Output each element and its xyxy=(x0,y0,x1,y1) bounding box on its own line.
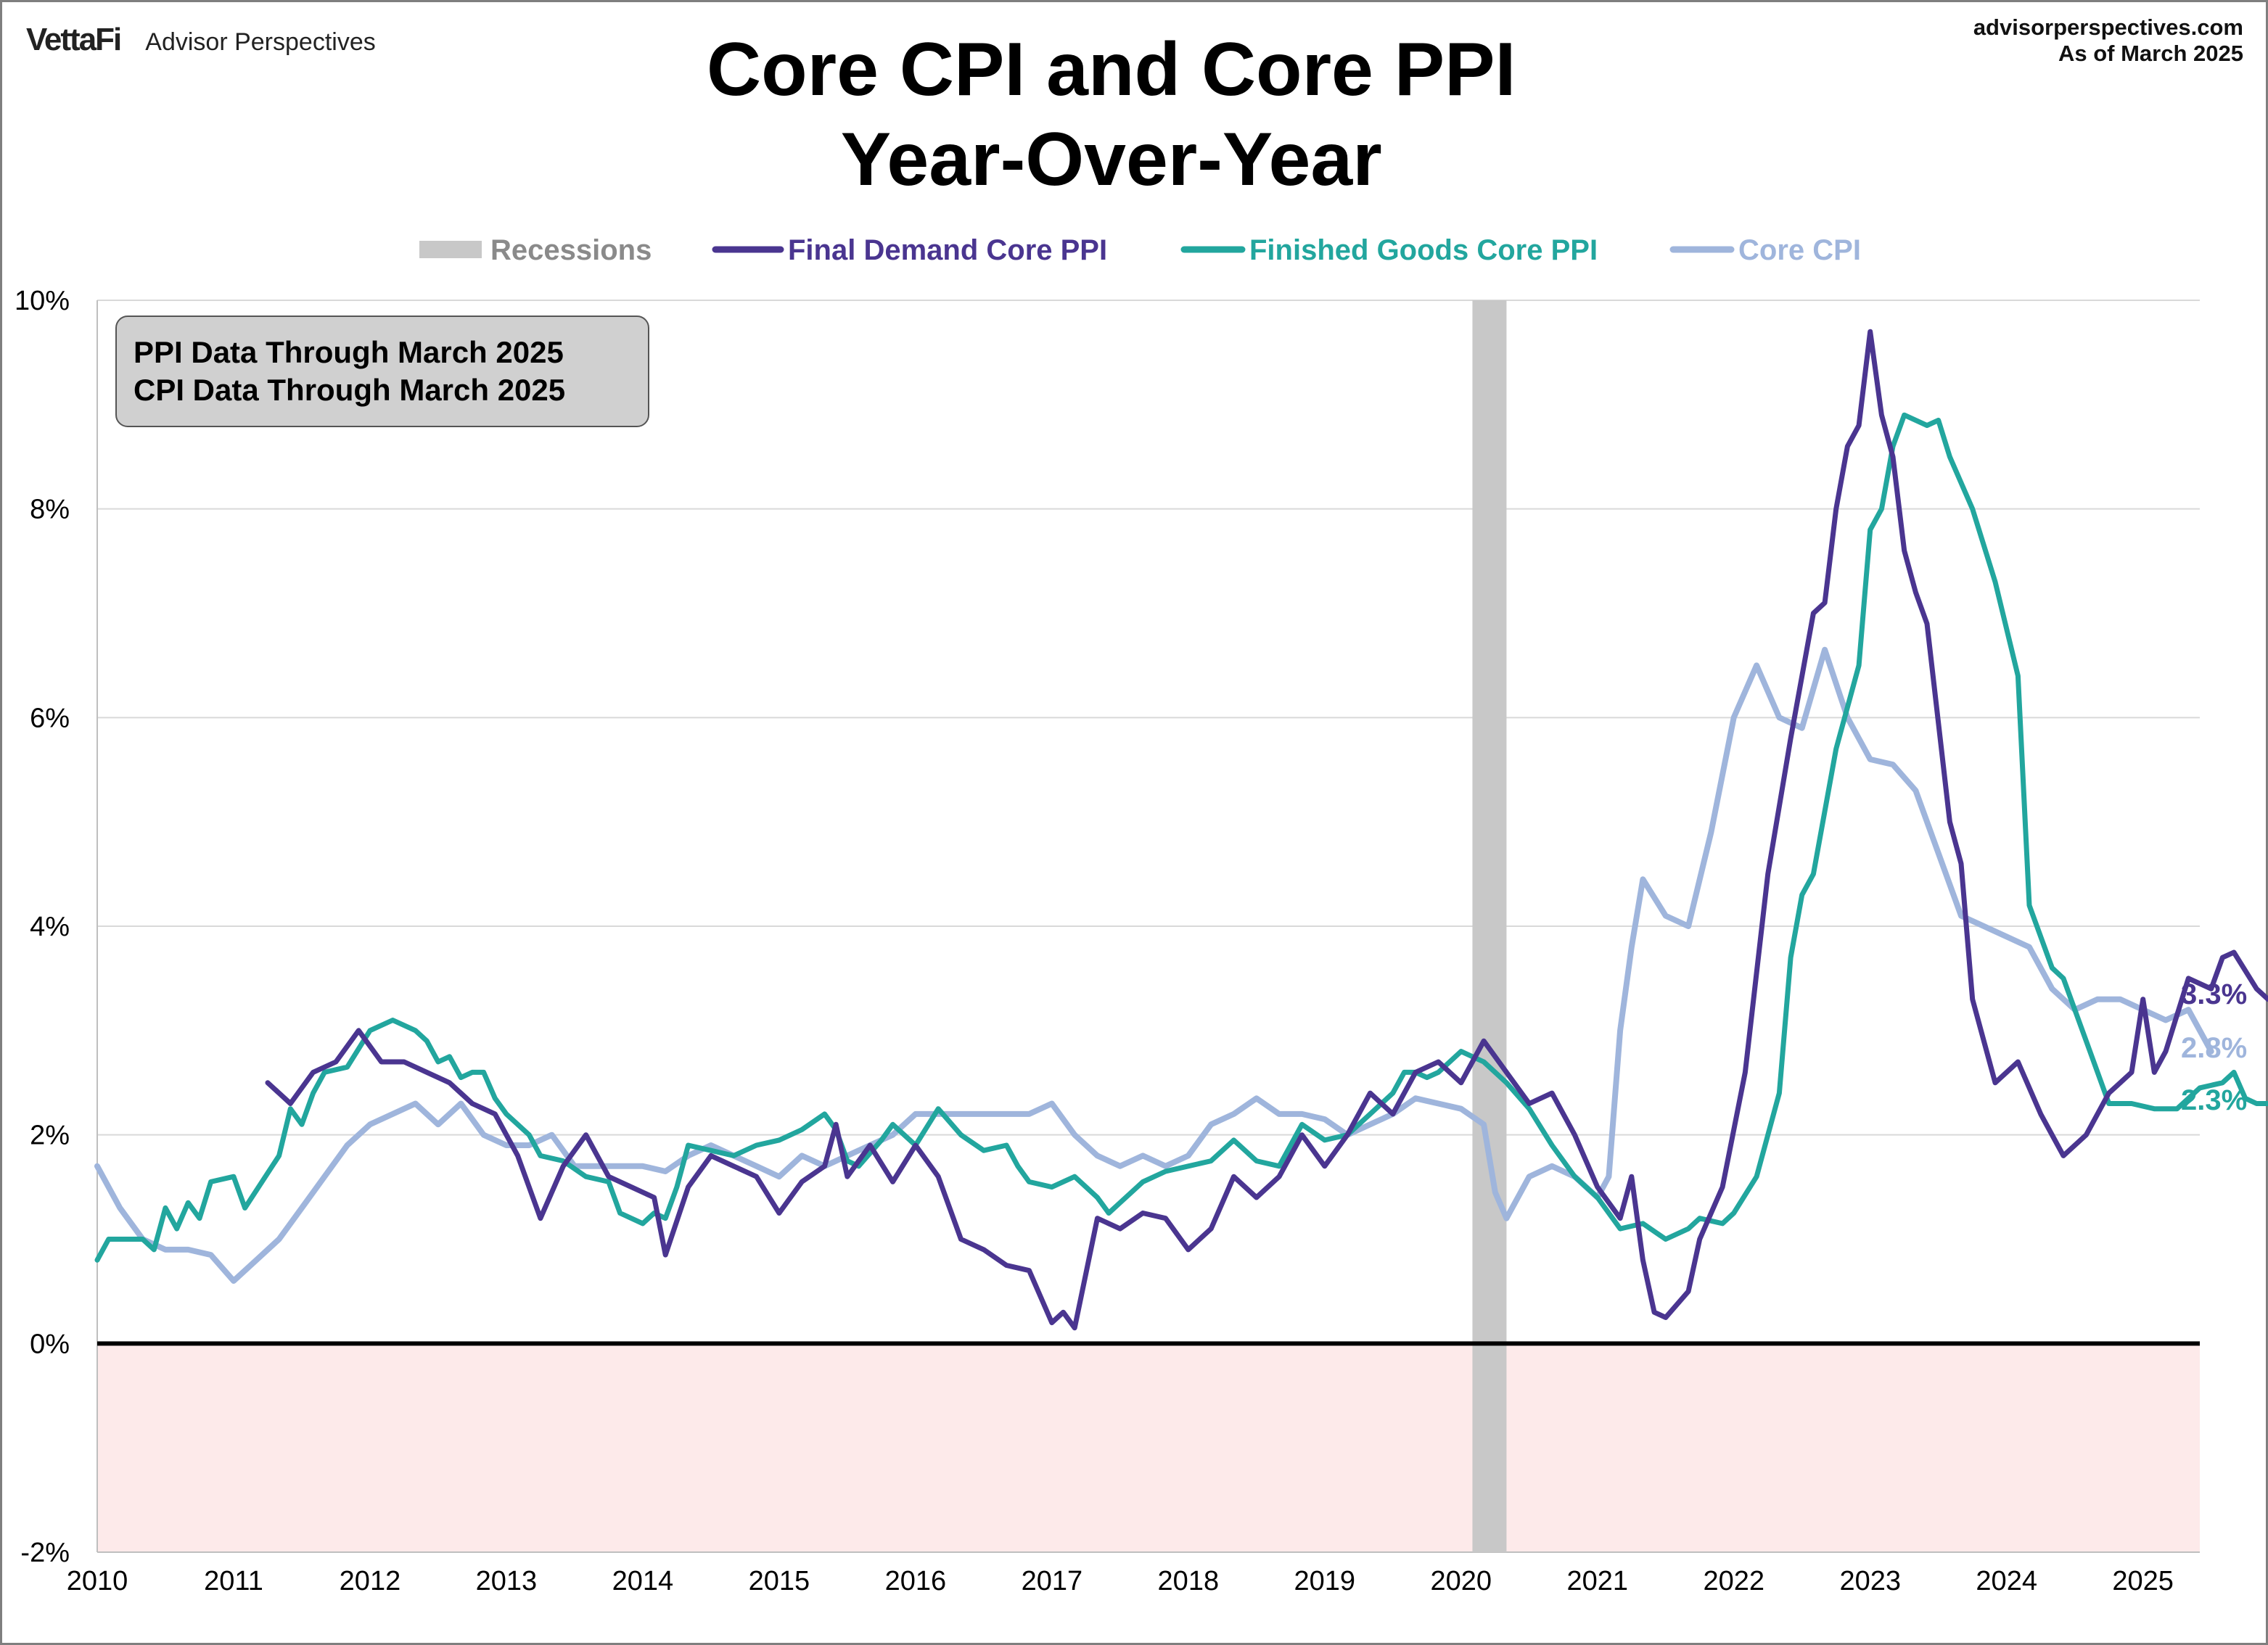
y-tick-label: 10% xyxy=(15,286,70,316)
x-tick-label: 2016 xyxy=(885,1566,947,1596)
grid-lines xyxy=(96,300,2200,1553)
note-box xyxy=(115,316,649,427)
recession-band xyxy=(1472,300,1507,1552)
x-tick-label: 2019 xyxy=(1294,1566,1356,1596)
x-tick-label: 2012 xyxy=(340,1566,401,1596)
note-ppi: PPI Data Through March 2025 xyxy=(133,335,564,369)
y-tick-label: 6% xyxy=(30,703,70,733)
end-labels: 3.3% 2.8% 2.3% xyxy=(2181,978,2247,1116)
negative-zone-fill xyxy=(97,1343,2200,1552)
x-axis-ticks: 2010 2011 2012 2013 2014 2015 2016 2017 2018 2019… xyxy=(67,1566,2174,1596)
data-through-note: PPI Data Through March 2025 CPI Data Thr… xyxy=(115,316,649,427)
note-cpi: CPI Data Through March 2025 xyxy=(133,373,565,407)
legend-label-finished-goods: Finished Goods Core PPI xyxy=(1249,234,1598,266)
x-tick-label: 2022 xyxy=(1703,1566,1764,1596)
x-tick-label: 2015 xyxy=(749,1566,810,1596)
y-tick-label: 8% xyxy=(30,495,70,525)
end-label-final-demand: 3.3% xyxy=(2181,978,2247,1010)
series-line-finished-goods xyxy=(94,412,2268,1263)
x-tick-label: 2011 xyxy=(204,1566,263,1596)
x-tick-label: 2014 xyxy=(612,1566,674,1596)
y-tick-label: -2% xyxy=(20,1538,70,1568)
series-line-final-demand xyxy=(265,329,2268,1331)
series-lines xyxy=(94,329,2268,1331)
negative-zone xyxy=(97,1343,2200,1552)
x-tick-label: 2020 xyxy=(1431,1566,1492,1596)
legend-label-final-demand: Final Demand Core PPI xyxy=(788,234,1107,266)
legend-label-core-cpi: Core CPI xyxy=(1738,234,1861,266)
chart-legend: Recessions Final Demand Core PPI Finishe… xyxy=(419,234,1861,266)
x-tick-label: 2021 xyxy=(1566,1566,1628,1596)
recession-bands xyxy=(1472,300,1507,1552)
x-tick-label: 2024 xyxy=(1976,1566,2037,1596)
end-label-core-cpi: 2.8% xyxy=(2181,1032,2247,1064)
chart-title-line-2: Year-Over-Year xyxy=(840,118,1382,202)
legend-label-recessions: Recessions xyxy=(490,234,652,266)
series-line-core-cpi xyxy=(94,646,2214,1284)
chart-title: Core CPI and Core PPI Year-Over-Year xyxy=(0,25,2268,205)
source-site: advisorperspectives.com xyxy=(1973,15,2243,40)
x-tick-label: 2018 xyxy=(1158,1566,1220,1596)
y-tick-label: 2% xyxy=(30,1121,70,1151)
as-of-date: As of March 2025 xyxy=(2058,41,2243,66)
end-label-finished-goods: 2.3% xyxy=(2181,1084,2247,1116)
x-tick-label: 2017 xyxy=(1022,1566,1083,1596)
source-info: advisorperspectives.com As of March 2025 xyxy=(1973,15,2243,67)
chart-title-line-1: Core CPI and Core PPI xyxy=(707,28,1516,112)
y-tick-label: 0% xyxy=(30,1329,70,1359)
x-tick-label: 2013 xyxy=(476,1566,538,1596)
brand-header: VettaFi Advisor Perspectives xyxy=(26,22,376,58)
brand-name: Advisor Perspectives xyxy=(145,28,376,56)
vettafi-logo: VettaFi xyxy=(26,22,122,57)
y-axis-ticks: -2% 0% 2% 4% 6% 8% 10% xyxy=(15,286,70,1568)
x-tick-label: 2025 xyxy=(2112,1566,2174,1596)
y-tick-label: 4% xyxy=(30,912,70,942)
x-tick-label: 2010 xyxy=(67,1566,128,1596)
x-tick-label: 2023 xyxy=(1839,1566,1901,1596)
